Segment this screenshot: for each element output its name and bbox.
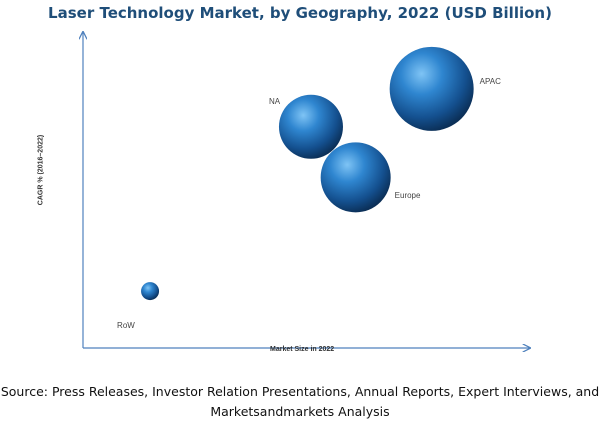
y-axis-label-text: CAGR % (2016–2022): [37, 134, 45, 206]
bubble-label-na: NA: [268, 96, 281, 106]
bubble-europe: [320, 142, 391, 213]
x-axis-label: Market Size in 2022: [270, 346, 335, 353]
source-line-1: Source: Press Releases, Investor Relatio…: [0, 384, 600, 399]
bubble-label-apac: APAC: [479, 76, 501, 86]
source-note: Source: Press Releases, Investor Relatio…: [0, 382, 600, 422]
chart-title: Laser Technology Market, by Geography, 2…: [48, 4, 552, 22]
source-line-2: Marketsandmarkets Analysis: [210, 404, 390, 419]
bubble-row: [141, 282, 160, 301]
bubble-na: [278, 94, 343, 159]
bubble-label-row: RoW: [117, 321, 135, 331]
bubble-apac: [389, 46, 474, 131]
bubble-label-europe: Europe: [394, 190, 421, 200]
